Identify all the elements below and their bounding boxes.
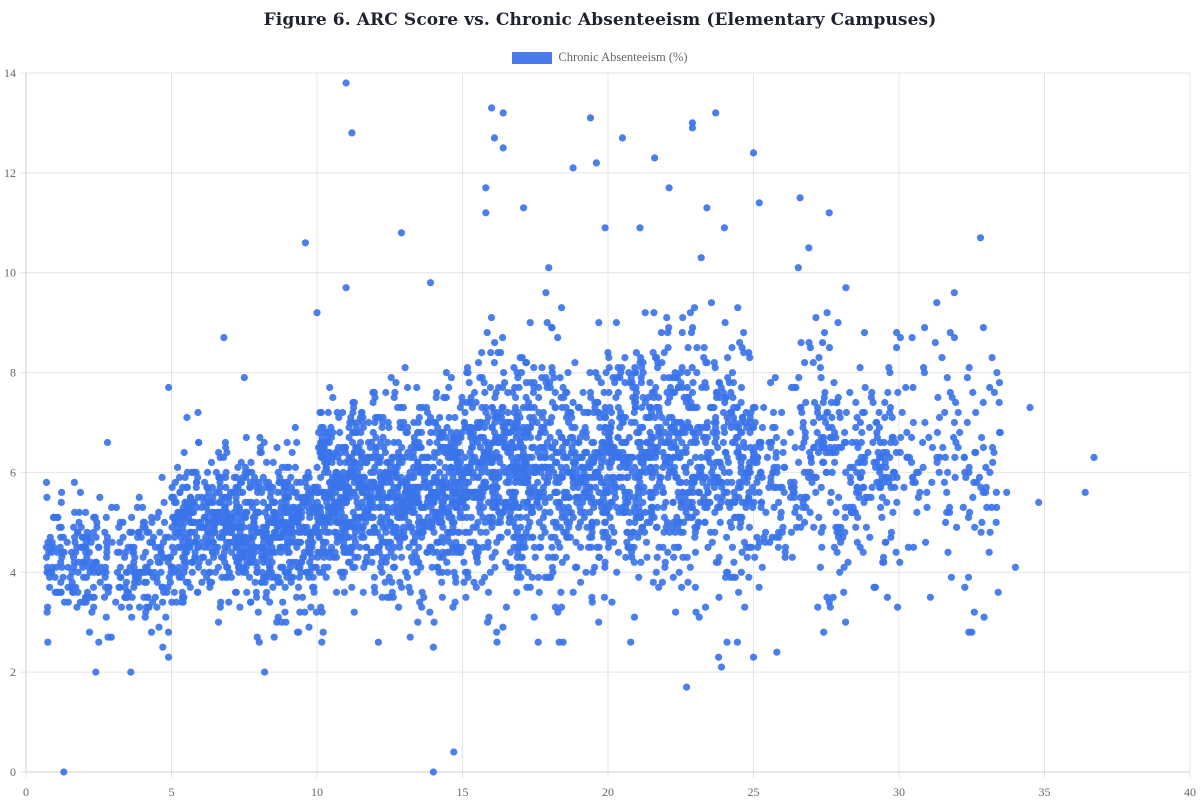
chart-title: Figure 6. ARC Score vs. Chronic Absentee…: [263, 10, 937, 30]
data-points: [42, 79, 1098, 776]
x-tick-label: 5: [169, 785, 175, 799]
x-tick-label: 30: [893, 785, 905, 799]
legend-label: Chronic Absenteeism (%): [558, 50, 688, 64]
x-tick-label: 10: [311, 785, 323, 799]
y-tick-label: 8: [10, 366, 16, 380]
y-tick-label: 14: [4, 66, 16, 80]
x-tick-label: 40: [1184, 785, 1196, 799]
y-axis-ticks: 0 2 4 6 8 10 12 14: [4, 66, 16, 779]
y-tick-label: 2: [10, 665, 16, 679]
x-tick-label: 20: [602, 785, 614, 799]
y-tick-label: 0: [10, 765, 16, 779]
x-tick-label: 0: [23, 785, 29, 799]
x-axis-ticks: 0 5 10 15 20 25 30 35 40: [23, 785, 1196, 799]
x-tick-label: 35: [1039, 785, 1051, 799]
legend[interactable]: Chronic Absenteeism (%): [0, 50, 1200, 65]
y-tick-label: 12: [4, 166, 16, 180]
axes: [25, 73, 1190, 773]
x-tick-label: 15: [457, 785, 469, 799]
y-tick-label: 10: [4, 266, 16, 280]
y-tick-label: 6: [10, 465, 16, 479]
y-tick-label: 4: [10, 565, 16, 579]
legend-swatch: [512, 51, 553, 64]
x-tick-label: 25: [748, 785, 760, 799]
